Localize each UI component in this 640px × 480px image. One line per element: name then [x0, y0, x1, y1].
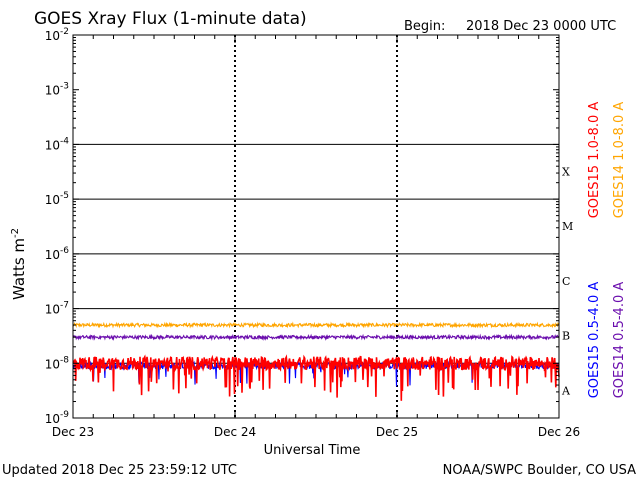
y-axis-label-exponent: -2 — [10, 228, 21, 238]
x-tick-label: Dec 24 — [214, 425, 256, 439]
legend-entry: GOES14 0.5-4.0 A — [612, 282, 627, 399]
flare-class-label: C — [562, 275, 570, 288]
flare-class-label: B — [562, 330, 570, 343]
updated-timestamp: Updated 2018 Dec 25 23:59:12 UTC — [2, 463, 237, 478]
y-axis-label-text: Watts m — [10, 238, 28, 300]
credit-text: NOAA/SWPC Boulder, CO USA — [443, 463, 636, 478]
begin-label: Begin: — [404, 19, 445, 34]
flare-class-label: M — [562, 220, 573, 233]
y-axis-label: Watts m-2 — [10, 228, 28, 300]
y-tick-label: 10-5 — [45, 191, 69, 207]
y-tick-label: 10-2 — [45, 27, 69, 43]
y-tick-label: 10-6 — [45, 246, 70, 262]
x-axis-label: Universal Time — [264, 443, 361, 458]
flare-class-label: X — [562, 165, 570, 178]
begin-value: 2018 Dec 23 0000 UTC — [466, 19, 616, 34]
y-tick-label: 10-8 — [45, 355, 70, 371]
chart-title: GOES Xray Flux (1-minute data) — [34, 9, 307, 29]
series-line — [72, 333, 560, 341]
legend: GOES15 1.0-8.0 A GOES14 1.0-8.0 A GOES15 0… — [587, 102, 627, 399]
series-line — [72, 354, 560, 401]
axes: XMCBA10-210-310-410-510-610-710-810-9Dec… — [45, 27, 580, 439]
series-line — [72, 321, 560, 329]
y-tick-label: 10-9 — [45, 410, 70, 426]
x-tick-label: Dec 23 — [52, 425, 94, 439]
x-tick-label: Dec 25 — [376, 425, 418, 439]
y-tick-label: 10-7 — [45, 301, 69, 317]
y-tick-label: 10-4 — [45, 136, 70, 152]
series-lines — [72, 321, 560, 401]
legend-entry: GOES15 1.0-8.0 A — [587, 102, 602, 219]
flare-class-label: A — [561, 384, 571, 397]
x-tick-label: Dec 26 — [538, 425, 580, 439]
y-axis-label-group: Watts m-2 — [10, 228, 28, 300]
legend-entry: GOES14 1.0-8.0 A — [612, 102, 627, 219]
legend-entry: GOES15 0.5-4.0 A — [587, 282, 602, 399]
y-tick-label: 10-3 — [45, 82, 69, 98]
